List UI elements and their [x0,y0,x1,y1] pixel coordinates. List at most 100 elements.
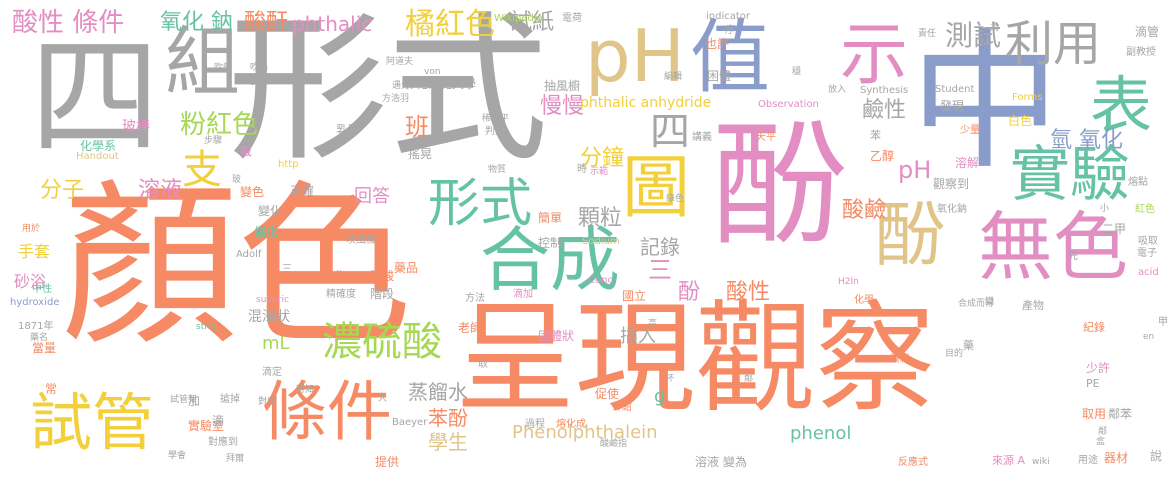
word-neutral: 中性 [32,284,52,295]
word-granule: 顆粒 [578,206,623,231]
word-correct: 正確 [290,184,315,198]
word-charge: 電荷 [562,13,582,24]
word-stage: 階段 [370,287,395,301]
word-take: 取用 [1082,407,1107,421]
word-balance: 天平 [756,132,776,143]
word-naoh: 氧化鈉 [937,204,967,215]
word-test-paper: 試紙 [510,10,555,35]
word-explain: 說 [1150,449,1163,463]
word-provide: 提供 [375,455,400,469]
word-author: 方浩羽 [382,94,410,104]
word-solid-state: 固體狀 [538,329,575,343]
word-von: von [424,67,441,77]
word-equipment: 器材 [1104,451,1129,465]
word-method: 方法 [465,293,485,304]
word-uses: 用途 [1078,455,1098,466]
word-box: 盒 [1096,437,1106,447]
word-hair-dryer: 吹風機 [346,235,376,246]
word-chemistry: 化學 [854,295,874,306]
word-test-tube: 試管 [30,386,155,459]
word-titration: 滴定 [262,367,282,378]
word-reaction: 反應式 [898,457,928,468]
word-tube-rack: 試管架 [170,395,198,405]
word-small: 小 [1100,204,1110,214]
word-value: 值 [690,11,770,104]
word-figure: 圖 [622,149,691,228]
word-en: en [1143,332,1155,342]
word-for: 為 [990,23,1000,33]
word-year-1871: 1871年 [18,321,54,332]
word-test-visible: 測試 [945,19,1002,52]
word-change-cn: 變 [985,297,995,307]
word-answer: 回答 [354,186,390,207]
word-strong-acid: 強酸 [370,269,395,283]
word-acid-base: 酸鹼 [842,198,887,223]
word-sand-bath: 砂浴 [14,272,47,291]
word-lab: 實驗室 [188,419,225,433]
word-glove: 手套 [18,242,51,261]
word-student-en: Student [935,84,975,95]
word-synthesis: 合成 [480,219,620,301]
word-data: 資料 [890,354,910,365]
word-often: 常 [45,382,58,396]
word-g: g [654,386,666,407]
word-handout: Handout [76,151,119,162]
word-observe: 呈現觀察 [455,290,935,429]
word-phthalic-anhydride: phthalic anhydride [580,95,712,111]
word-source-a: 來源 A [992,454,1026,467]
word-turbid: 混濁狀 [248,309,290,325]
word-time: 時 [577,164,587,175]
word-equivalent: 當量 [32,341,57,355]
word-slowly: 慢慢 [540,94,585,119]
word-substance: 物質 [488,165,507,175]
word-indicator-cn: 酸鹼指 [600,439,628,449]
word-blow-hot: 吹熱 [250,63,269,73]
word-a-little: 少許 [1086,361,1111,375]
word-benzene: 苯 [870,129,881,142]
word-anhydride: 酸酐 [244,10,289,35]
word-melt: 熔化成 [556,419,586,430]
word-chemicals: 藥品 [394,261,419,275]
word-conc-sulfuric: 濃硫酸 [322,319,442,365]
word-white: 白色 [1008,114,1033,128]
word-control: 控制 [538,236,563,250]
word-phenol-pink: 酚 [678,280,701,305]
word-stable: 穩 [792,67,802,77]
word-latex: 乳膠 [336,123,361,137]
word-ph-pink: pH [898,156,932,184]
word-add: 加 [188,394,201,408]
word-form-green: 形式 [428,174,533,234]
word-adjacent: 鄰 [1098,427,1108,437]
word-order: 序 [725,25,735,36]
word-experiment: 實驗 [1010,140,1130,210]
word-first: 先 [1068,251,1078,262]
word-acid-condition: 酸性 條件 [12,8,125,38]
word-scoop: 搶掉 [220,394,240,405]
word-notes: 紀錄 [1083,321,1105,334]
word-rough: 粗略 [412,137,431,147]
word-drop-add: 滴加 [513,289,533,300]
word-orange-red: 橘紅色 [405,7,495,42]
word-separate: 遇分 [392,81,411,91]
word-xylene: 二甲 [1102,222,1127,236]
word-table: 表 [1090,69,1153,142]
word-wiki: wiki [1032,457,1050,467]
word-sulfuric: sulfuric [256,295,289,305]
word-phenol-benzene: 苯酚 [428,406,468,430]
word-ml: mL [262,333,290,354]
word-green-color: 綠色 [666,194,685,204]
word-shake: 搖晃 [408,147,433,161]
word-cup: 杯 [665,374,675,384]
word-color: 顏色 [62,166,412,369]
word-used-for: 用於 [22,224,41,234]
word-record: 記錄 [640,235,680,259]
word-glass: 玻 [232,175,242,185]
word-operate: 操作 [322,269,347,283]
word-medicine: 藥 [963,339,974,352]
word-five: 五 [252,109,262,120]
word-person: 人 [378,394,388,404]
word-phenol-tan: 酚 [875,194,945,276]
word-minute: 分鐘 [580,146,625,171]
word-small-amount: 少量 [960,125,980,136]
